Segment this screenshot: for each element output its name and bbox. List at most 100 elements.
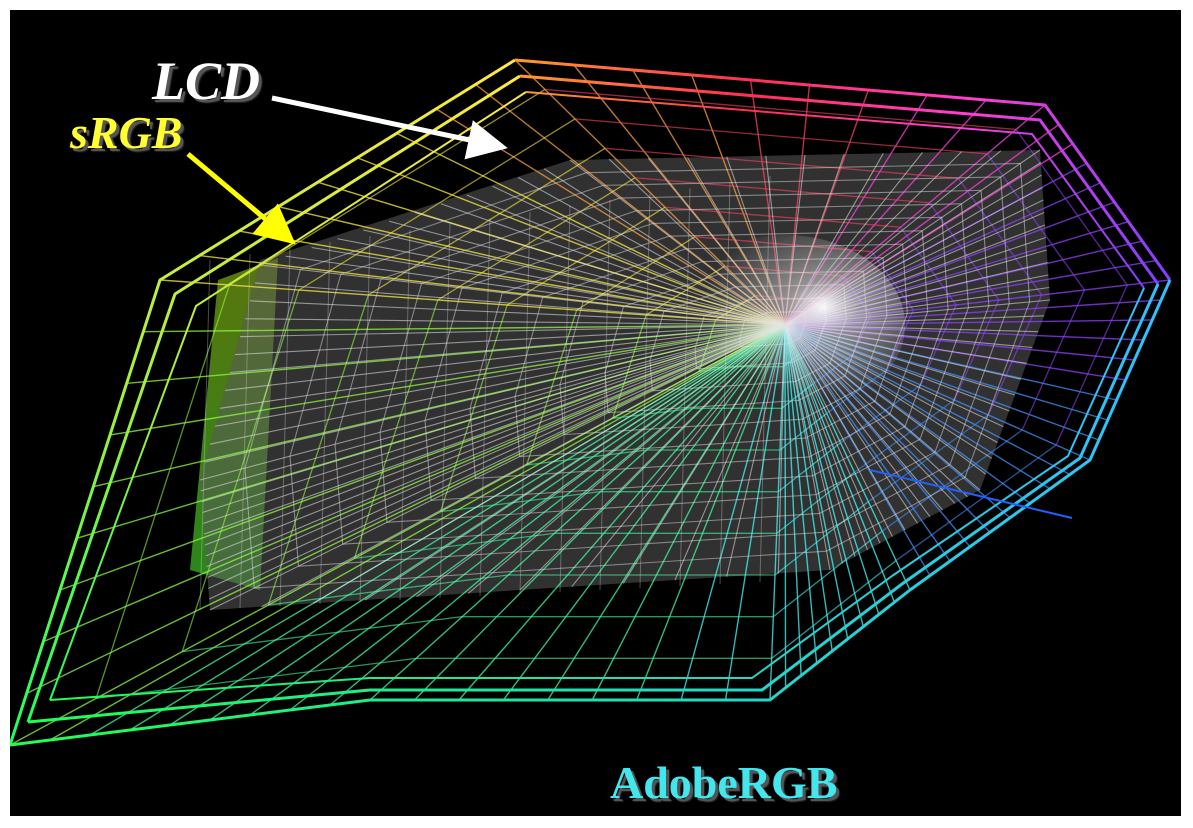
lcd-mesh-ring bbox=[669, 230, 923, 237]
adobergb-mesh-ring bbox=[919, 304, 957, 386]
lcd-mesh-ring bbox=[469, 408, 476, 479]
adobergb-mesh-ring bbox=[987, 294, 1043, 416]
adobergb-mesh-ring bbox=[867, 414, 989, 503]
lcd-mesh-ring bbox=[334, 444, 344, 545]
lcd-mesh-ring bbox=[815, 438, 921, 496]
adobergb-mesh-ring bbox=[774, 501, 869, 576]
lcd-mesh-ring bbox=[379, 432, 388, 523]
adobergb-mesh-ring bbox=[881, 429, 1023, 532]
adobergb-mesh-ring bbox=[604, 147, 959, 179]
srgb-mesh-column bbox=[239, 253, 251, 609]
adobergb-mesh-spoke bbox=[26, 324, 786, 694]
lcd-arrow bbox=[271, 95, 508, 160]
srgb-mesh-column bbox=[319, 241, 331, 605]
srgb-mesh-column bbox=[519, 211, 531, 595]
srgb-mesh-column bbox=[439, 223, 451, 599]
lcd-mesh-ring bbox=[652, 216, 942, 225]
lcd-mesh-ring bbox=[960, 203, 970, 308]
lcd-mesh-ring bbox=[563, 418, 803, 436]
lcd-mesh-ring bbox=[826, 476, 966, 552]
lcd-mesh-ring bbox=[502, 235, 670, 294]
adobergb-mesh-spoke bbox=[43, 324, 786, 643]
lcd-mesh-ring bbox=[424, 420, 432, 501]
lcd-mesh-ring bbox=[461, 222, 653, 289]
lcd-mesh-ring bbox=[805, 400, 876, 439]
lcd-mesh-ring bbox=[475, 456, 810, 480]
adobergb-mesh-ring bbox=[895, 444, 1057, 562]
adobergb-mesh-ring bbox=[440, 491, 601, 513]
lcd-mesh-ring bbox=[934, 305, 990, 453]
lcd-mesh-ring bbox=[604, 306, 624, 373]
adobergb-mesh-ring bbox=[664, 206, 901, 228]
adobergb-mesh-ring bbox=[96, 657, 417, 699]
adobergb-mesh-ring bbox=[1021, 289, 1086, 431]
adobergb-mesh-ring bbox=[574, 118, 988, 155]
lcd-mesh-ring bbox=[386, 494, 817, 523]
srgb-mesh-column bbox=[479, 217, 491, 597]
lcd-mesh-ring bbox=[340, 184, 604, 275]
gamut-wireframe bbox=[10, 58, 1172, 747]
lcd-mesh-ring bbox=[619, 189, 982, 199]
adobergb-mesh-ring bbox=[298, 118, 576, 291]
srgb-mesh-column bbox=[679, 187, 691, 587]
lcd-mesh-ring bbox=[582, 261, 703, 303]
adobergb-mesh-spoke bbox=[209, 324, 786, 721]
lcd-mesh-ring bbox=[649, 360, 653, 391]
srgb-mesh-column bbox=[639, 193, 651, 589]
adobergb-gamut-outline bbox=[10, 58, 1172, 747]
lcd-mesh-ring bbox=[919, 307, 969, 440]
srgb-mesh-column bbox=[399, 229, 411, 601]
adobergb-mesh-ring bbox=[268, 574, 509, 606]
lcd-mesh-ring bbox=[1000, 176, 1010, 304]
adobergb-mesh-ring bbox=[437, 177, 636, 301]
lcd-mesh-ring bbox=[649, 311, 665, 361]
srgb-mesh-column bbox=[359, 235, 371, 603]
lcd-mesh-ring bbox=[254, 550, 827, 589]
lcd-mesh-ring bbox=[964, 301, 1031, 478]
srgb-mesh-column bbox=[559, 205, 571, 593]
adobergb-mesh-ring bbox=[772, 530, 883, 618]
lcd-mesh-ring bbox=[904, 309, 949, 427]
lcd-mesh-ring bbox=[244, 468, 255, 589]
lcd-mesh-ring bbox=[421, 210, 637, 284]
lcd-mesh-ring bbox=[431, 475, 813, 501]
lcd-mesh-ring bbox=[298, 531, 824, 567]
adobergb-mesh-ring bbox=[771, 560, 897, 659]
adobergb-label: AdobeRGB bbox=[610, 757, 838, 808]
adobergb-mesh-ring bbox=[986, 153, 1085, 291]
lcd-mesh-ring bbox=[300, 172, 587, 271]
lcd-mesh-ring bbox=[636, 203, 962, 212]
lcd-mesh-ring bbox=[380, 197, 620, 280]
lcd-mesh-ring bbox=[819, 451, 936, 514]
lcd-mesh-ring bbox=[334, 278, 382, 445]
lcd-mesh-ring bbox=[949, 303, 1010, 465]
lcd-mesh-ring bbox=[519, 437, 806, 458]
adobergb-mesh-ring bbox=[367, 147, 606, 296]
lcd-mesh-ring bbox=[244, 269, 301, 469]
lcd-mesh-ring bbox=[342, 512, 820, 545]
lcd-mesh-ring bbox=[822, 464, 951, 533]
srgb-mesh-column bbox=[279, 247, 291, 607]
lcd-mesh-ring bbox=[889, 311, 929, 415]
lcd-mesh-ring bbox=[379, 283, 423, 433]
adobergb-mesh-ring bbox=[1055, 284, 1128, 446]
srgb-mesh-column bbox=[599, 199, 611, 591]
adobergb-mesh-spoke bbox=[129, 324, 786, 731]
lcd-mesh-ring bbox=[941, 217, 949, 310]
lcd-mesh-ring bbox=[514, 297, 544, 397]
lcd-mesh-ring bbox=[921, 230, 929, 312]
lcd-mesh-ring bbox=[289, 456, 300, 567]
lcd-mesh-ring bbox=[812, 426, 906, 477]
lcd-mesh-ring bbox=[559, 384, 565, 435]
axis-line bbox=[869, 469, 1073, 519]
adobergb-mesh-ring bbox=[526, 449, 647, 466]
adobergb-mesh-spoke bbox=[49, 324, 786, 741]
srgb-arrow bbox=[186, 152, 296, 245]
lcd-mesh-ring bbox=[586, 162, 1021, 174]
adobergb-mesh-ring bbox=[776, 471, 855, 534]
lcd-mesh-ring bbox=[542, 248, 686, 298]
center-glow bbox=[665, 235, 905, 415]
lcd-mesh-ring bbox=[289, 274, 342, 457]
lcd-mesh-ring bbox=[604, 372, 609, 413]
adobergb-mesh-ring bbox=[182, 616, 463, 653]
